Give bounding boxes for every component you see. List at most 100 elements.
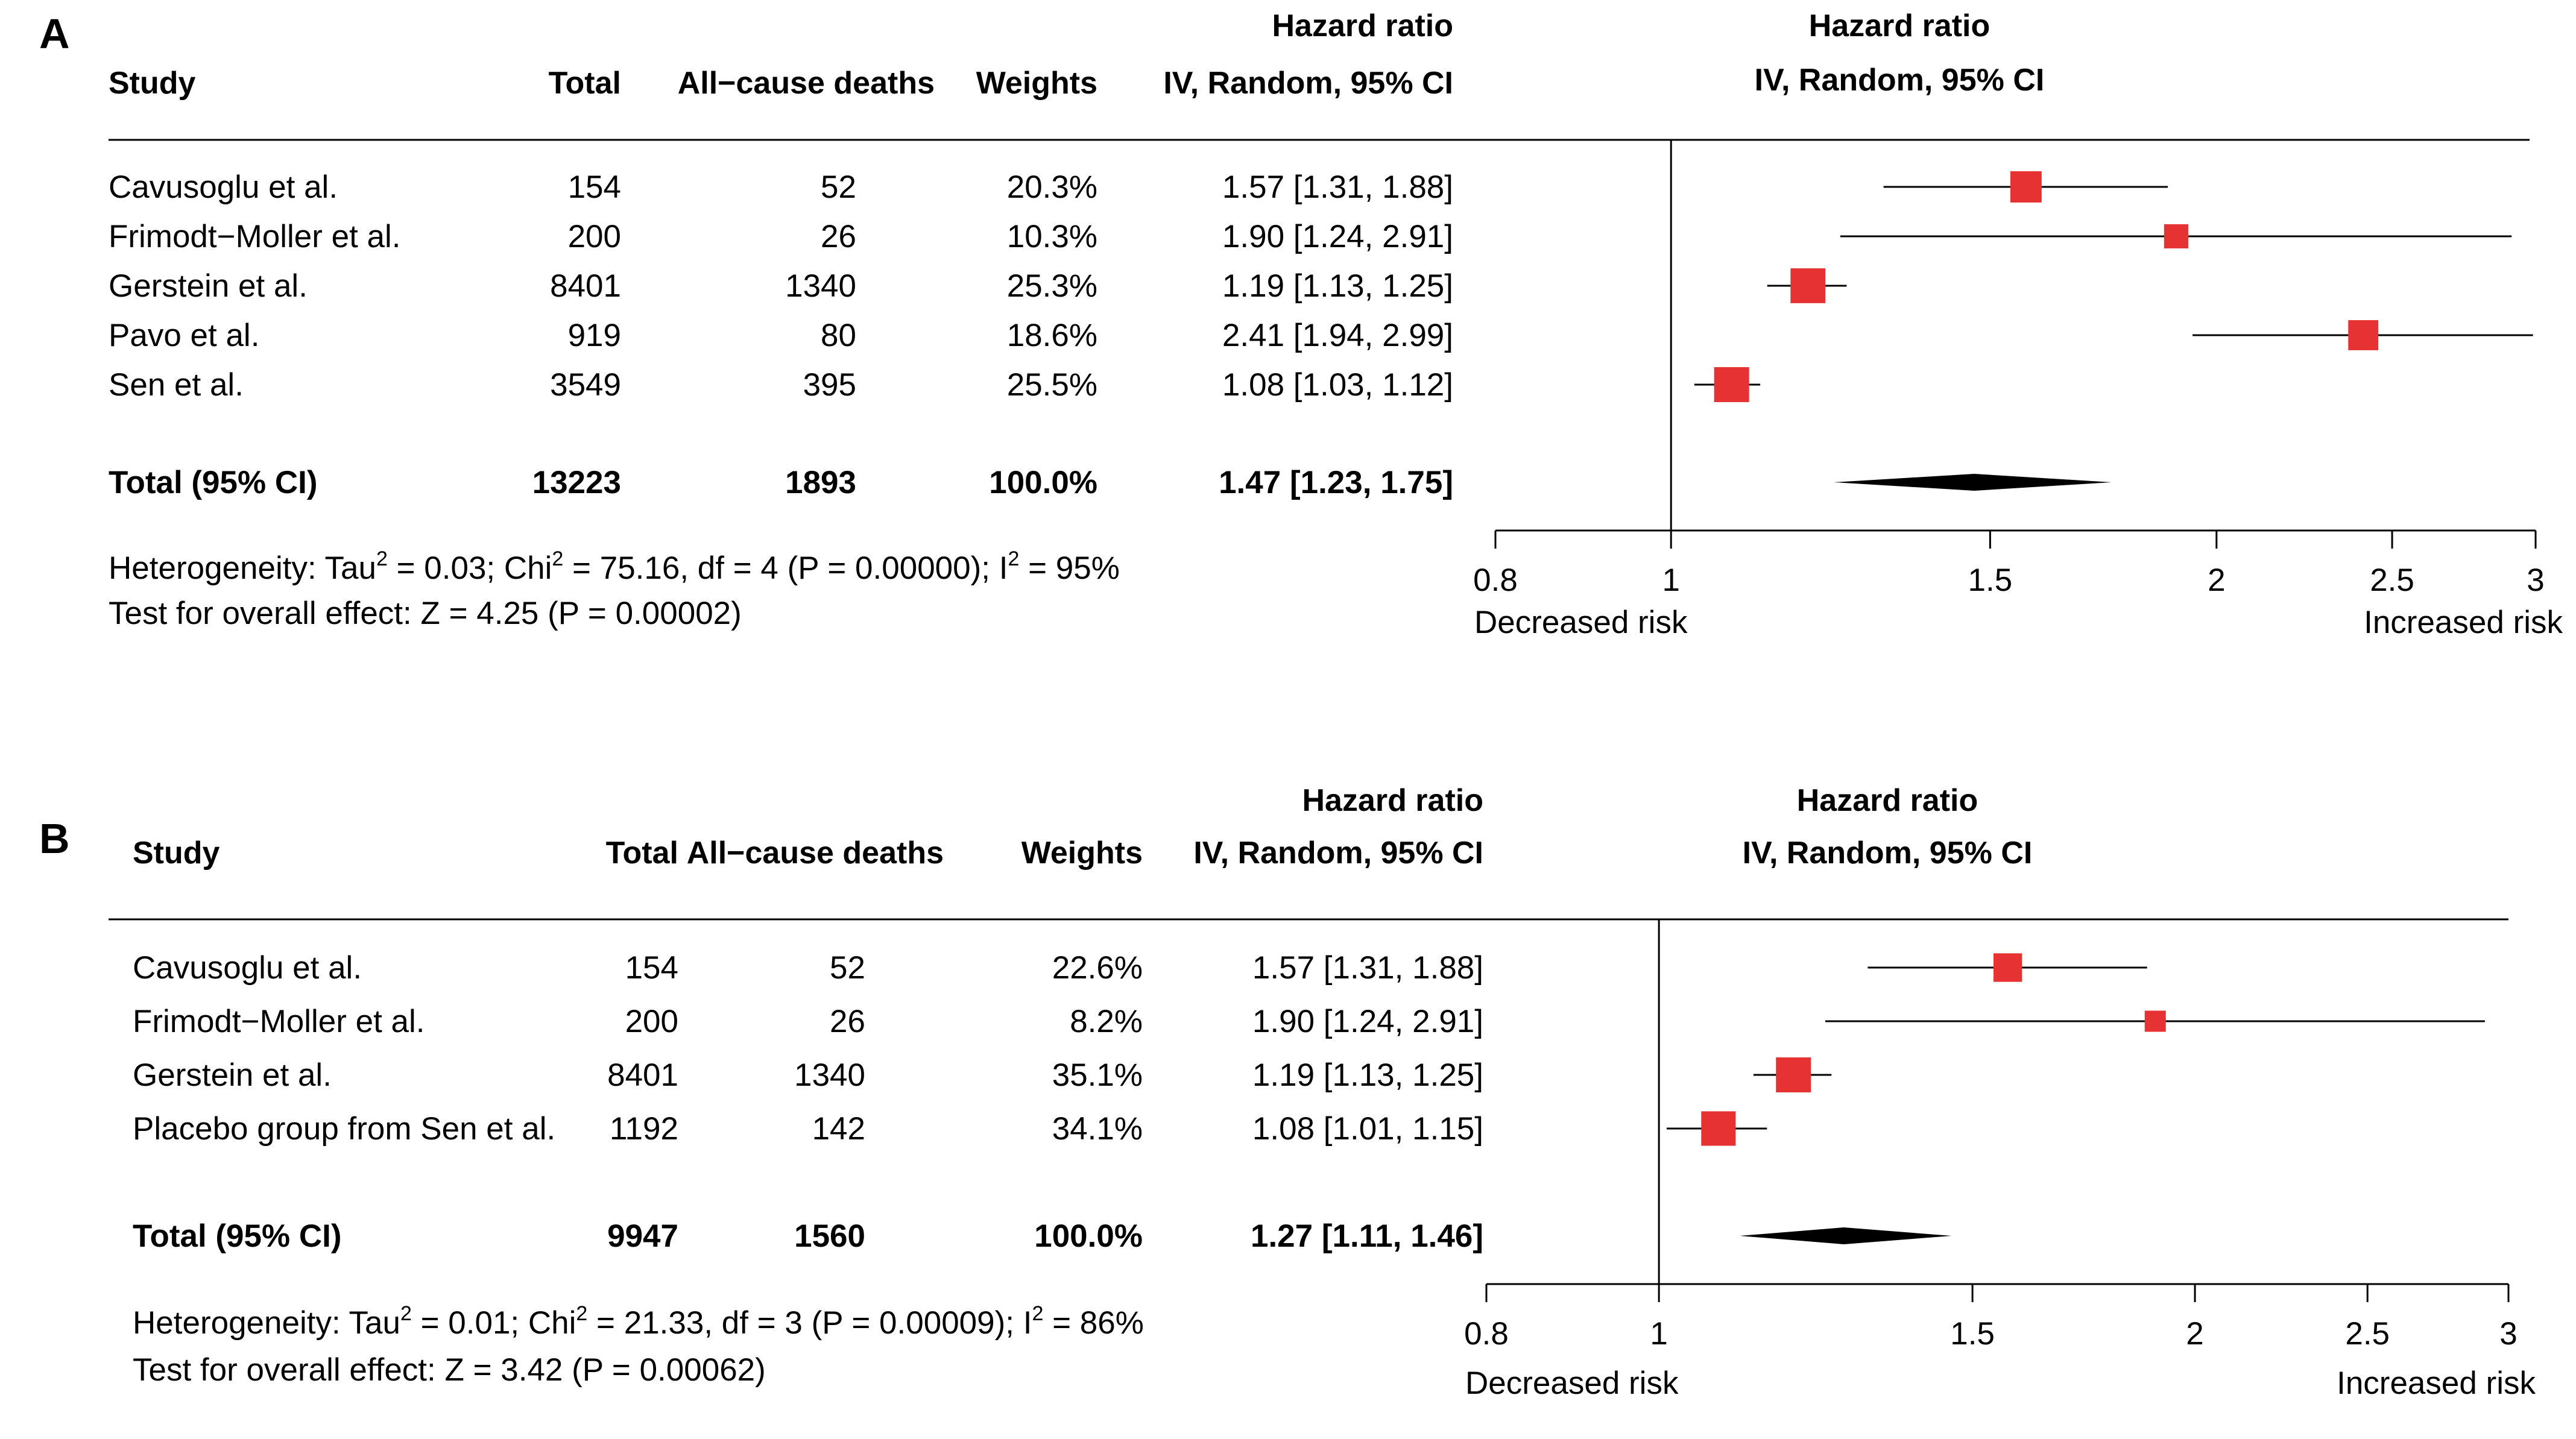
study-total: 1192 <box>610 1111 678 1147</box>
header-weights: Weights <box>976 66 1097 101</box>
increased-risk-label: Increased risk <box>2337 1365 2536 1401</box>
study-weight: 18.6% <box>1007 318 1097 353</box>
point-estimate-box <box>2348 320 2379 350</box>
study-ci: 1.19 [1.13, 1.25] <box>1252 1057 1483 1093</box>
total-ci: 1.47 [1.23, 1.75] <box>1219 465 1453 500</box>
study-total: 8401 <box>550 268 621 304</box>
header-deaths: All−cause deaths <box>687 836 944 871</box>
study-deaths: 52 <box>821 169 856 205</box>
study-deaths: 52 <box>830 950 865 986</box>
point-estimate-box <box>1993 953 2022 982</box>
total-n: 13223 <box>532 465 621 500</box>
study-name: Cavusoglu et al. <box>109 169 338 205</box>
header-hr-method: IV, Random, 95% CI <box>1163 66 1453 101</box>
het-part: = 21.33, df = 3 (P = 0.00009); I <box>587 1305 1032 1341</box>
study-name: Gerstein et al. <box>109 268 308 304</box>
het-part: = 75.16, df = 4 (P = 0.00000); I <box>563 550 1008 586</box>
panel-label: B <box>39 815 70 862</box>
het-part: = 0.03; Chi <box>388 550 552 586</box>
plot-header-hr-method: IV, Random, 95% CI <box>1743 836 2033 871</box>
header-hr-method: IV, Random, 95% CI <box>1193 836 1483 871</box>
study-name: Frimodt−Moller et al. <box>133 1004 425 1039</box>
plot-header-hazard-ratio: Hazard ratio <box>1809 8 1990 43</box>
study-name: Gerstein et al. <box>133 1057 332 1093</box>
panel-a: A Hazard ratio Study Total All−cause deaths W… <box>39 8 2563 640</box>
x-tick-label: 1.5 <box>1968 562 2013 598</box>
study-weight: 35.1% <box>1052 1057 1143 1093</box>
decreased-risk-label: Decreased risk <box>1474 605 1688 640</box>
study-total: 919 <box>568 318 621 353</box>
study-deaths: 26 <box>821 219 856 254</box>
header-deaths: All−cause deaths <box>678 66 935 101</box>
het-superscript: 2 <box>576 1302 587 1325</box>
header-total: Total <box>606 836 678 871</box>
heterogeneity-text: Heterogeneity: Tau2 = 0.01; Chi2 = 21.33… <box>133 1302 1144 1341</box>
study-deaths: 80 <box>821 318 856 353</box>
total-deaths: 1560 <box>794 1218 865 1254</box>
study-name: Placebo group from Sen et al. <box>133 1111 555 1147</box>
heterogeneity-text: Heterogeneity: Tau2 = 0.03; Chi2 = 75.16… <box>109 547 1120 586</box>
overall-effect-text: Test for overall effect: Z = 3.42 (P = 0… <box>133 1352 766 1388</box>
panel-b: B Hazard ratio Study Total All−cause deaths W… <box>39 783 2536 1401</box>
het-part: Heterogeneity: Tau <box>133 1305 400 1341</box>
study-name: Sen et al. <box>109 367 244 403</box>
point-estimate-box <box>2010 171 2042 203</box>
study-deaths: 26 <box>830 1004 865 1039</box>
header-total: Total <box>549 66 621 101</box>
study-weight: 8.2% <box>1070 1004 1143 1039</box>
header-study: Study <box>133 836 220 871</box>
study-total: 8401 <box>607 1057 678 1093</box>
point-estimate-box <box>1714 367 1749 402</box>
point-estimate-box <box>2144 1010 2166 1032</box>
x-tick-label: 0.8 <box>1473 562 1518 598</box>
total-ci: 1.27 [1.11, 1.46] <box>1251 1218 1483 1254</box>
study-ci: 1.90 [1.24, 2.91] <box>1252 1004 1483 1039</box>
study-deaths: 395 <box>803 367 856 403</box>
study-ci: 2.41 [1.94, 2.99] <box>1222 318 1453 353</box>
total-weight: 100.0% <box>989 465 1097 500</box>
panel-label: A <box>39 10 70 57</box>
study-total: 200 <box>568 219 621 254</box>
x-tick-label: 1 <box>1650 1316 1667 1352</box>
study-weight: 25.3% <box>1007 268 1097 304</box>
study-name: Cavusoglu et al. <box>133 950 362 986</box>
total-label: Total (95% CI) <box>109 465 318 500</box>
x-tick-label: 2 <box>2208 562 2225 598</box>
increased-risk-label: Increased risk <box>2364 605 2563 640</box>
het-superscript: 2 <box>376 547 388 570</box>
total-n: 9947 <box>607 1218 678 1254</box>
study-ci: 1.08 [1.03, 1.12] <box>1222 367 1453 403</box>
plot-header-hr-method: IV, Random, 95% CI <box>1755 63 2045 98</box>
x-tick-label: 2.5 <box>2345 1316 2390 1352</box>
total-weight: 100.0% <box>1034 1218 1143 1254</box>
study-deaths: 142 <box>812 1111 865 1147</box>
point-estimate-box <box>1776 1057 1811 1092</box>
total-deaths: 1893 <box>785 465 856 500</box>
het-superscript: 2 <box>1032 1302 1043 1325</box>
point-estimate-box <box>2164 224 2188 249</box>
plot-header-hazard-ratio: Hazard ratio <box>1797 783 1978 818</box>
x-tick-label: 3 <box>2499 1316 2517 1352</box>
overall-effect-text: Test for overall effect: Z = 4.25 (P = 0… <box>109 596 742 631</box>
decreased-risk-label: Decreased risk <box>1465 1365 1679 1401</box>
study-name: Frimodt−Moller et al. <box>109 219 401 254</box>
het-part: = 0.01; Chi <box>412 1305 576 1341</box>
study-weight: 34.1% <box>1052 1111 1143 1147</box>
het-superscript: 2 <box>552 547 563 570</box>
het-superscript: 2 <box>1008 547 1019 570</box>
study-ci: 1.19 [1.13, 1.25] <box>1222 268 1453 304</box>
study-total: 200 <box>625 1004 678 1039</box>
x-tick-label: 0.8 <box>1464 1316 1509 1352</box>
x-tick-label: 3 <box>2527 562 2544 598</box>
study-weight: 22.6% <box>1052 950 1143 986</box>
study-total: 154 <box>568 169 621 205</box>
study-weight: 10.3% <box>1007 219 1097 254</box>
het-part: = 95% <box>1019 550 1119 586</box>
study-ci: 1.57 [1.31, 1.88] <box>1222 169 1453 205</box>
x-tick-label: 2 <box>2186 1316 2203 1352</box>
x-tick-label: 2.5 <box>2370 562 2414 598</box>
x-tick-label: 1.5 <box>1950 1316 1995 1352</box>
het-part: = 86% <box>1043 1305 1143 1341</box>
header-hazard-ratio: Hazard ratio <box>1302 783 1483 818</box>
